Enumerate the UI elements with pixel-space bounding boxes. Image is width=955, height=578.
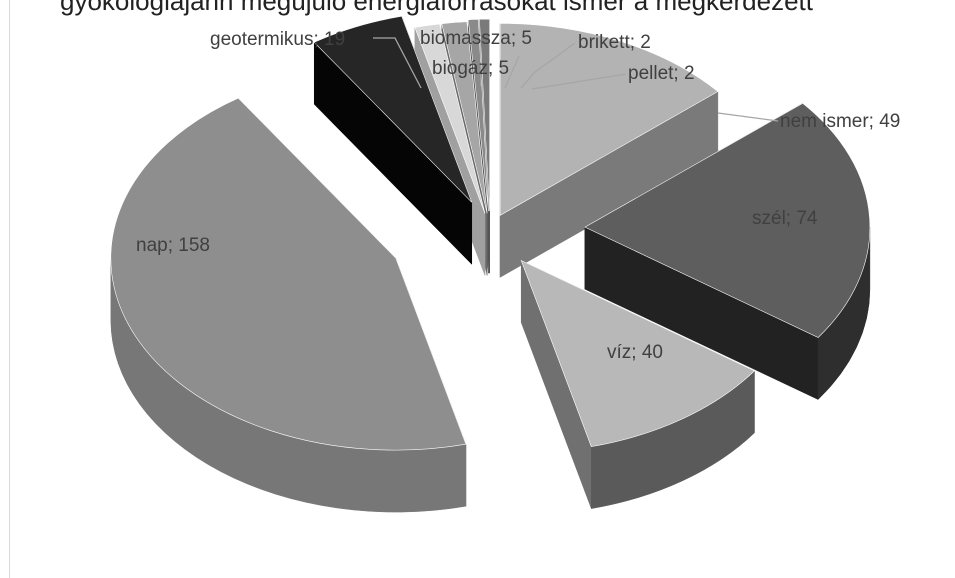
slice-top-face: [414, 23, 486, 214]
leader-line-brikett: [520, 42, 576, 89]
chart-title-fragment: gyökologiájánn megújuló energiaforrásoka…: [60, 0, 813, 16]
leader-line-biomassza: [504, 55, 520, 89]
slice-top-face: [313, 15, 473, 203]
data-label-nap: nap; 158: [136, 235, 210, 256]
slice-top-face: [110, 97, 467, 451]
slice-top-face: [584, 102, 871, 338]
slice-viz: [520, 259, 755, 509]
slice-szel: [584, 102, 871, 401]
leader-line-nem-ismer: [717, 112, 779, 122]
slice-top-face: [467, 18, 489, 212]
slice-nap: [110, 97, 467, 513]
data-label-pellet: pellet; 2: [628, 63, 695, 84]
slice-top-face: [441, 21, 488, 214]
data-label-szel: szél; 74: [752, 208, 818, 229]
chart-frame-border: [9, 0, 10, 578]
slice-geotermikus: [313, 15, 473, 265]
slice-top-face: [520, 259, 755, 447]
leader-line-pellet: [531, 73, 627, 90]
data-label-viz: víz; 40: [607, 342, 663, 363]
data-label-brikett: brikett; 2: [578, 32, 651, 53]
data-label-biomassza: biomassza; 5: [420, 28, 532, 49]
data-label-nem-ismer: nem ismer; 49: [780, 111, 900, 132]
slice-top-face: [499, 23, 719, 216]
data-label-geotermikus: geotermikus; 19: [210, 29, 345, 50]
slice-top-face: [479, 18, 490, 212]
leader-line-geotermikus: [373, 37, 422, 89]
data-label-biogaz: biogáz; 5: [432, 58, 509, 79]
slice-nem-ismer: [499, 23, 719, 278]
